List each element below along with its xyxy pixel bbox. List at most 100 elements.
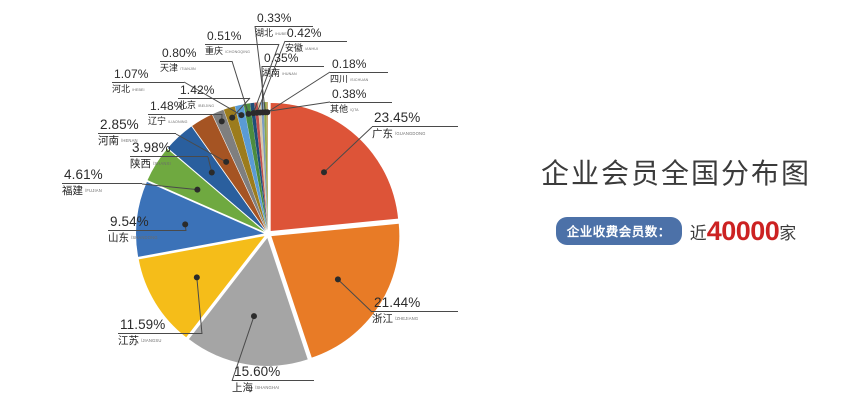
leader-dot [334,276,341,283]
pie-label: 0.18% 四川/SICHUAN [330,58,388,85]
pie-label-name-pinyin: /ANHUI [305,46,319,51]
pie-label-percent: 0.33% [257,11,292,25]
leader-dot [245,110,252,117]
pie-label: 0.42% 安徽/ANHUI [285,27,347,54]
leader-line [256,40,286,113]
pie-label-name-pinyin: /HUBEI [275,31,288,36]
pie-label: 11.59% 江苏/JIANGSU [118,318,202,346]
leader-line [231,97,251,118]
leader-lines-group [141,25,373,382]
pie-label-name-cn: 北京 [178,100,197,110]
pie-slice[interactable] [136,181,265,257]
pie-label-name: 河南/HENAN [98,134,176,146]
pie-label-name: 陕西/SHANXI [130,157,208,169]
pie-slice[interactable] [263,102,268,231]
pie-label-rule [62,183,142,184]
pie-slice[interactable] [266,102,268,231]
pie-label: 0.51% 重庆/CHONGQING [205,30,279,57]
pie-label: 0.35% 湖南/HUNAN [262,52,324,79]
pie-label-percent: 11.59% [120,317,166,332]
pie-slice[interactable] [257,102,268,231]
pie-slice[interactable] [254,102,268,231]
pie-label-name-pinyin: /HUNAN [282,71,297,76]
pie-label-name-pinyin: /HEBEI [132,87,145,92]
pie-slice[interactable] [188,237,308,366]
pie-label-percent: 0.51% [207,29,242,43]
pie-label: 15.60% 上海/SHANGHAI [232,365,314,393]
pie-label-name-pinyin: /SHANGHAI [255,385,280,390]
pie-slice[interactable] [270,103,399,232]
status-badge: 企业收费会员数： [555,216,682,245]
pie-slice[interactable] [271,223,400,358]
leader-dot [229,114,236,121]
pie-slice[interactable] [147,148,265,232]
leader-line [254,25,266,113]
pie-label-name-pinyin: /LIAONING [168,119,188,124]
pie-label-name-cn: 湖南 [262,68,281,78]
pie-label-name-cn: 四川 [330,74,349,84]
pie-slice[interactable] [250,102,268,231]
leader-dot [264,109,271,116]
leader-dots-group [182,109,341,320]
pie-label-rule [330,71,388,73]
pie-label-percent: 9.54% [110,214,149,229]
pie-label-name-cn: 河南 [98,134,119,147]
leader-line [183,81,242,116]
pie-label: 0.33% 湖北/HUBEI [255,12,313,39]
member-count-value: 近40000家 [690,216,797,247]
leader-dot [218,118,225,125]
leader-line [252,43,280,114]
leader-dot [223,158,230,165]
right-info-panel: 企业会员全国分布图 企业收费会员数： 近40000家 [500,0,852,411]
pie-label-name-cn: 江苏 [118,334,139,347]
pie-label-name-cn: 天津 [160,63,179,73]
leader-line [231,316,255,382]
pie-slice[interactable] [212,109,267,231]
pie-label-name-cn: 浙江 [372,312,393,325]
leader-line [259,101,331,113]
pie-label-percent: 15.60% [234,364,281,379]
pie-label-name: 四川/SICHUAN [330,73,388,85]
pie-label-percent: 1.42% [180,83,215,97]
pie-slice[interactable] [138,236,265,338]
pie-label: 1.48% 辽宁/LIAONING [148,100,222,127]
pie-label-name: 天津/TIANJIN [160,62,232,74]
stat-number: 40000 [706,216,780,246]
pie-label: 3.98% 陕西/SHANXI [130,141,208,169]
pie-slices-group [136,102,400,366]
leader-dot [193,274,200,281]
pie-label-percent: 0.80% [162,46,197,60]
pie-chart-area: 23.45% 广东/GUANGDONG 21.44% 浙江/ZHEJIANG 15.60… [62,12,458,393]
pie-label: 1.42% 北京/BEIJING [178,84,250,111]
pie-label-percent: 3.98% [132,140,171,155]
pie-label-name-pinyin: /SICHUAN [350,77,369,82]
pie-label: 21.44% 浙江/ZHEJIANG [372,296,458,324]
leader-line [267,71,331,113]
pie-label-name-cn: 广东 [372,127,393,140]
pie-label-name-cn: 辽宁 [148,116,167,126]
pie-label: 9.54% 山东/SHANDONG [108,215,186,243]
pie-label-percent: 0.18% [332,57,367,71]
pie-label-rule [98,133,176,134]
leader-dot [321,169,328,176]
pie-slice[interactable] [192,114,266,231]
pie-slice[interactable] [167,126,266,232]
pie-slice[interactable] [234,104,268,231]
pie-label-name-cn: 上海 [232,381,253,394]
pie-slice[interactable] [243,103,268,231]
pie-label-name-pinyin: /SHANDONG [131,235,158,240]
pie-label: 1.07% 河北/HEBEI [112,68,184,95]
pie-label-name-pinyin: /CHONGQING [225,49,251,54]
pie-label-name: 浙江/ZHEJIANG [372,312,458,324]
pie-label-name-cn: 其他 [330,104,349,114]
pie-label-rule [160,60,232,62]
stat-suffix: 家 [779,224,797,243]
pie-slice[interactable] [260,102,268,231]
pie-label-name-cn: 重庆 [205,46,224,56]
pie-label: 23.45% 广东/GUANGDONG [372,111,458,139]
pie-label-name-pinyin: /TIANJIN [180,66,196,71]
pie-label-name-cn: 湖北 [255,28,274,38]
pie-label-percent: 4.61% [64,167,103,182]
leader-dot [250,313,257,320]
pie-slice[interactable] [223,106,267,231]
